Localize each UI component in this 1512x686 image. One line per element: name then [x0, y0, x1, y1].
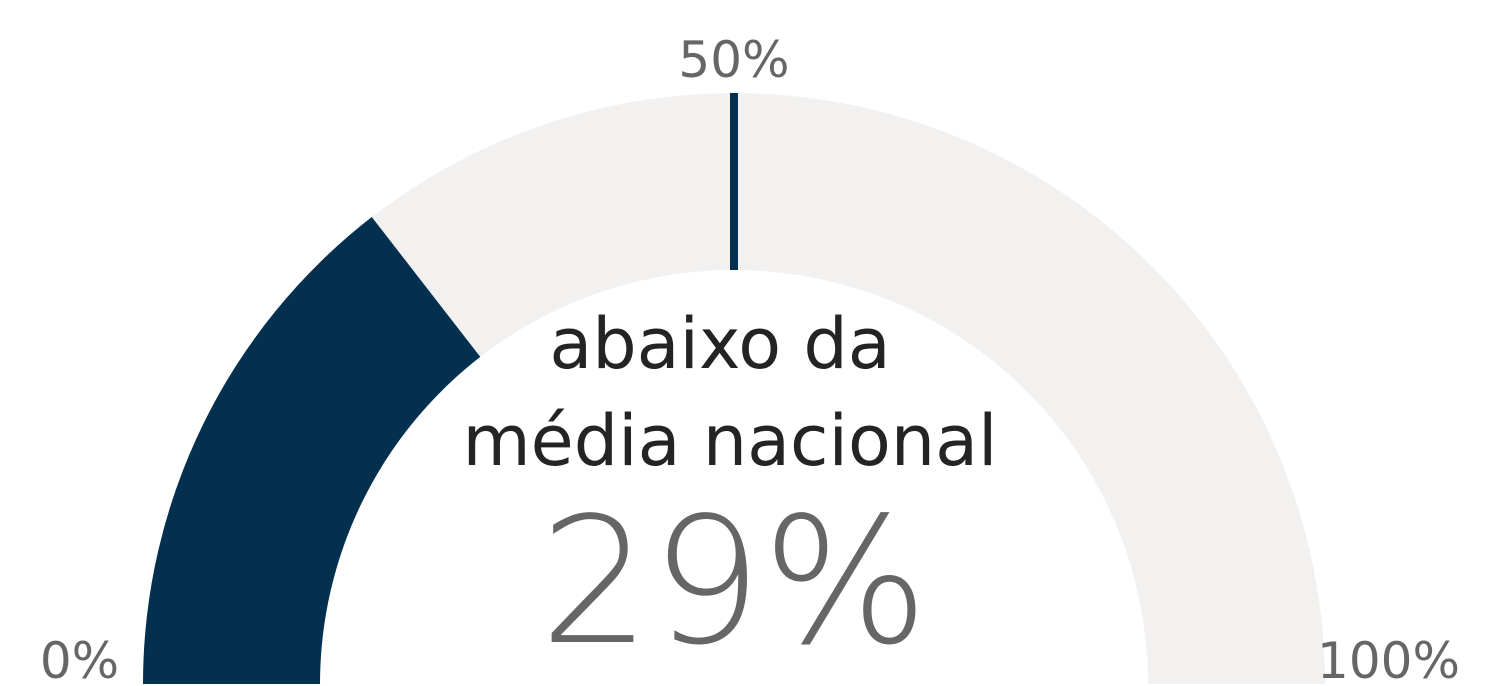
gauge-label: abaixo da [549, 303, 890, 385]
gauge-track [143, 93, 1325, 685]
tick-label: 0% [40, 632, 119, 686]
gauge-value-label: 29% [540, 481, 929, 684]
tick-label: 100% [1317, 632, 1460, 686]
gauge-value-arc [143, 217, 481, 685]
target-label: 50% [678, 31, 789, 89]
gauge-label: média nacional [462, 400, 997, 482]
